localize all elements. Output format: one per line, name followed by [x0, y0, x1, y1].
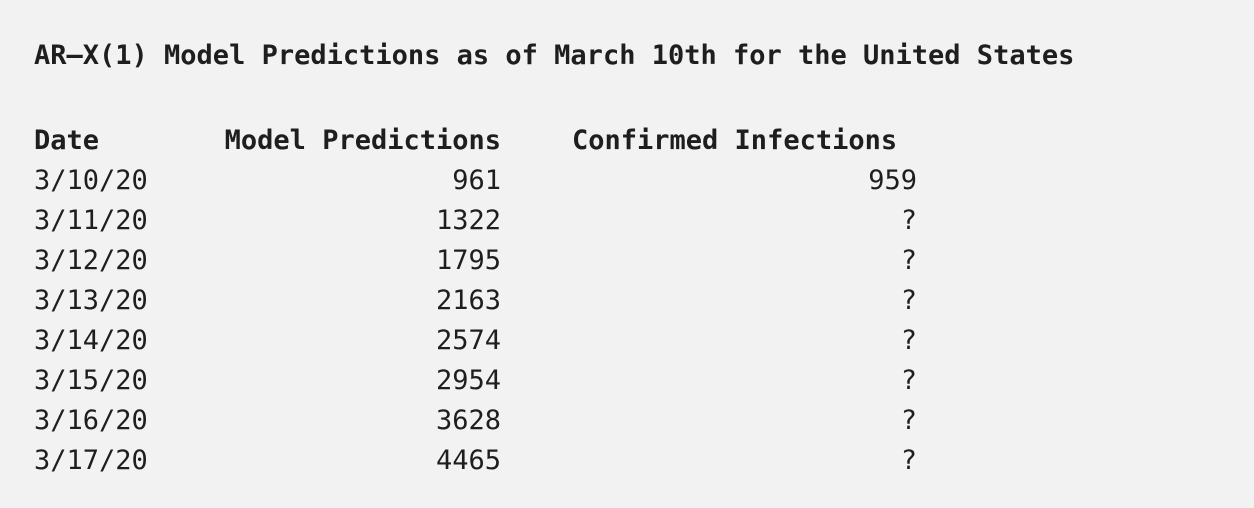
cell-model-prediction: 4465: [435, 445, 501, 476]
cell-date: 3/16/20: [34, 405, 148, 436]
header-confirmed-infections: Confirmed Infections: [572, 125, 898, 156]
table-row: 3/16/20 3628?: [34, 401, 917, 441]
cell-model-prediction: 2163: [435, 285, 501, 316]
cell-confirmed-infections: 959: [868, 165, 917, 196]
table-row: 3/17/20 4465?: [34, 441, 917, 481]
cell-model-prediction: 2574: [435, 325, 501, 356]
cell-model-prediction: 3628: [435, 405, 501, 436]
cell-spacer: [501, 321, 572, 361]
cell-model-prediction: 2954: [435, 365, 501, 396]
cell-date: 3/10/20: [34, 165, 148, 196]
cell-confirmed-infections: ?: [900, 245, 917, 276]
table-header-row: Date Model Predictions Confirmed Infecti…: [34, 121, 917, 161]
cell-model-prediction: 1795: [435, 245, 501, 276]
table-row: 3/12/20 1795?: [34, 241, 917, 281]
cell-confirmed-infections: ?: [900, 445, 917, 476]
table-row: 3/14/20 2574?: [34, 321, 917, 361]
table-row: 3/15/20 2954?: [34, 361, 917, 401]
cell-confirmed-infections: ?: [900, 405, 917, 436]
cell-spacer: [501, 161, 572, 201]
table-row: 3/10/20 961 959: [34, 161, 917, 201]
cell-spacer: [501, 201, 572, 241]
cell-spacer: [501, 241, 572, 281]
cell-spacer: [501, 401, 572, 441]
cell-date: 3/13/20: [34, 285, 148, 316]
cell-date: 3/15/20: [34, 365, 148, 396]
header-model-predictions: Model Predictions: [224, 125, 501, 156]
cell-date: 3/14/20: [34, 325, 148, 356]
table-row: 3/11/20 1322?: [34, 201, 917, 241]
cell-confirmed-infections: ?: [900, 365, 917, 396]
table-body: 3/10/20 961 959 3/11/20 1322? 3/12/20 1795? 3/1…: [34, 161, 917, 481]
cell-date: 3/17/20: [34, 445, 148, 476]
cell-date: 3/12/20: [34, 245, 148, 276]
cell-spacer: [501, 361, 572, 401]
cell-model-prediction: 961: [452, 165, 501, 196]
cell-confirmed-infections: ?: [900, 325, 917, 356]
cell-date: 3/11/20: [34, 205, 148, 236]
cell-model-prediction: 1322: [435, 205, 501, 236]
document-title: AR–X(1) Model Predictions as of March 10…: [34, 40, 1075, 71]
cell-confirmed-infections: ?: [900, 205, 917, 236]
header-spacer: [501, 121, 572, 161]
cell-confirmed-infections: ?: [900, 285, 917, 316]
cell-spacer: [501, 441, 572, 481]
predictions-table: Date Model Predictions Confirmed Infecti…: [34, 121, 917, 481]
header-date: Date: [34, 125, 100, 156]
table-row: 3/13/20 2163?: [34, 281, 917, 321]
cell-spacer: [501, 281, 572, 321]
